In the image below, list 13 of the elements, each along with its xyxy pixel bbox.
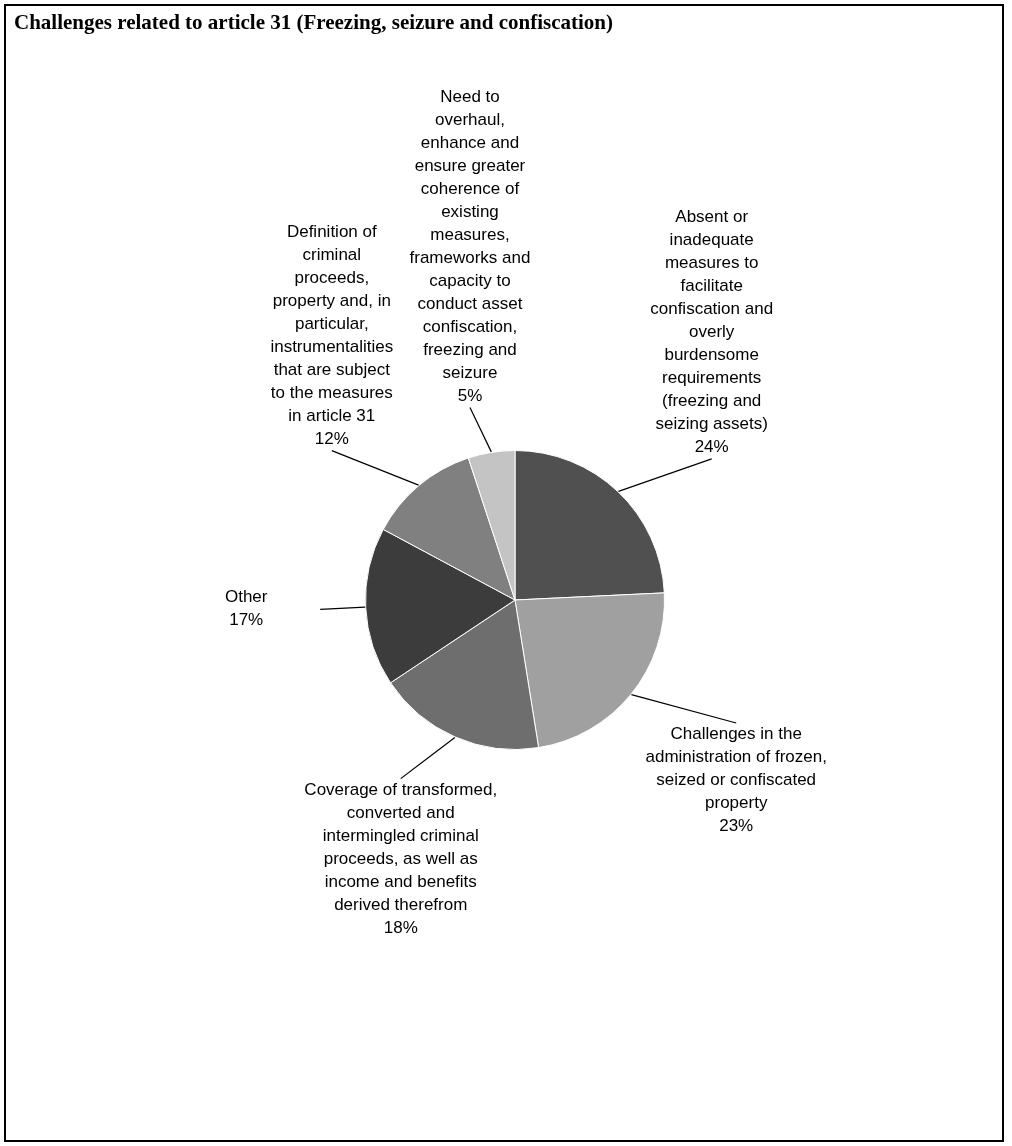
data-label: 24% [694, 437, 729, 457]
data-label: 5% [457, 385, 483, 405]
data-label: 17% [229, 610, 264, 630]
data-label: 23% [719, 816, 754, 836]
slice-label: Challenges in the administration of frozen, seized or confiscated property [645, 724, 827, 813]
slice-label: Coverage of transformed, converted and intermingled criminal proceeds, as well as income and benefits derived therefrom [304, 779, 498, 914]
data-label: 18% [383, 917, 418, 937]
chart-title: Challenges related to article 31 (Freezing, seizure and confiscation) [14, 10, 613, 35]
category-label: Need to overhaul, enhance and ensure greater coherence of existing measures, frameworks and capacity to conduct asset confiscation, freezing and seizure [409, 86, 531, 382]
category-label: Definition of criminal proceeds, property and, in particular, instrumentalities that are subject to the measures in article 31 [270, 221, 394, 425]
data-label: 12% [314, 428, 349, 448]
category-label: Absent or inadequate measures to facilitate confiscation and overly burdensome requirements (freezing and seizing assets) [650, 207, 774, 434]
slice-label: Other [224, 587, 268, 607]
